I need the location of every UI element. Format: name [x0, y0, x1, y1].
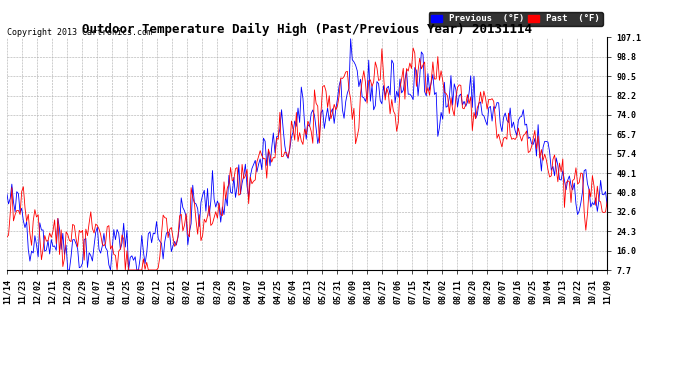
Title: Outdoor Temperature Daily High (Past/Previous Year) 20131114: Outdoor Temperature Daily High (Past/Pre…	[82, 23, 532, 36]
Legend: Previous  (°F), Past  (°F): Previous (°F), Past (°F)	[428, 12, 602, 26]
Text: Copyright 2013 Cartronics.com: Copyright 2013 Cartronics.com	[7, 28, 152, 37]
